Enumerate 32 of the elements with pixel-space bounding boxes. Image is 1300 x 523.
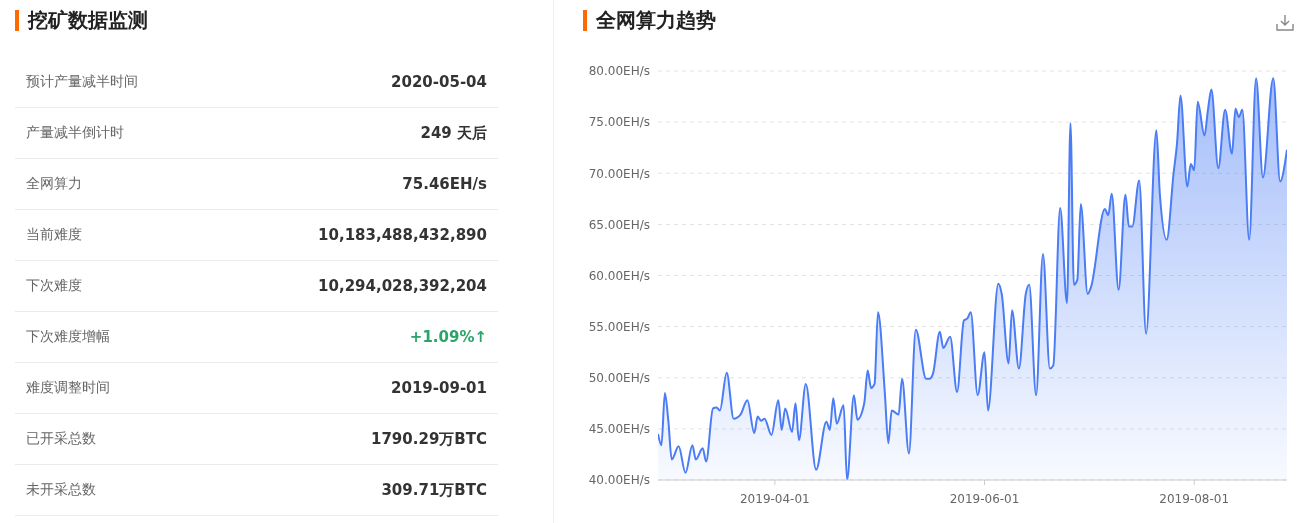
text: 2020-05-04 bbox=[391, 73, 487, 91]
text: 10,183,488,432,890 bbox=[318, 226, 487, 244]
text: 75.46EH/s bbox=[402, 175, 487, 193]
category-label: 预计产量减半时间 bbox=[26, 73, 138, 91]
text: +1.09%↑ bbox=[409, 328, 487, 346]
y-tick-label: 75.00EH/s bbox=[588, 115, 650, 130]
y-tick-label: 50.00EH/s bbox=[588, 371, 650, 386]
category-label: 产量减半倒计时 bbox=[26, 124, 124, 142]
chart-title: 全网算力趋势 bbox=[596, 8, 716, 32]
text: 309.71万BTC bbox=[381, 480, 487, 499]
category-label: 当前难度 bbox=[26, 226, 82, 244]
y-tick-label: 65.00EH/s bbox=[588, 217, 650, 232]
category-label: 全网算力 bbox=[26, 175, 82, 193]
category-label: 未开采总数 bbox=[26, 481, 96, 499]
text: 挖矿数据监测 bbox=[28, 8, 148, 32]
category-label: 已开采总数 bbox=[26, 430, 96, 448]
text: 10,294,028,392,204 bbox=[318, 277, 487, 295]
y-tick-label: 80.00EH/s bbox=[588, 64, 650, 79]
text: 249 天后 bbox=[420, 123, 487, 142]
x-tick-label: 2019-04-01 bbox=[739, 491, 810, 506]
y-tick-label: 45.00EH/s bbox=[588, 422, 650, 437]
x-tick-label: 2019-06-01 bbox=[949, 491, 1020, 506]
x-tick-label: 2019-08-01 bbox=[1159, 491, 1230, 506]
y-tick-label: 60.00EH/s bbox=[588, 268, 650, 283]
y-tick-label: 40.00EH/s bbox=[588, 473, 650, 488]
text: 2019-09-01 bbox=[391, 379, 487, 397]
category-label: 下次难度增幅 bbox=[26, 328, 110, 346]
category-label: 难度调整时间 bbox=[26, 379, 110, 397]
y-tick-label: 55.00EH/s bbox=[588, 319, 650, 334]
category-label: 下次难度 bbox=[26, 277, 82, 295]
text: 1790.29万BTC bbox=[371, 429, 487, 448]
y-tick-label: 70.00EH/s bbox=[588, 166, 650, 181]
